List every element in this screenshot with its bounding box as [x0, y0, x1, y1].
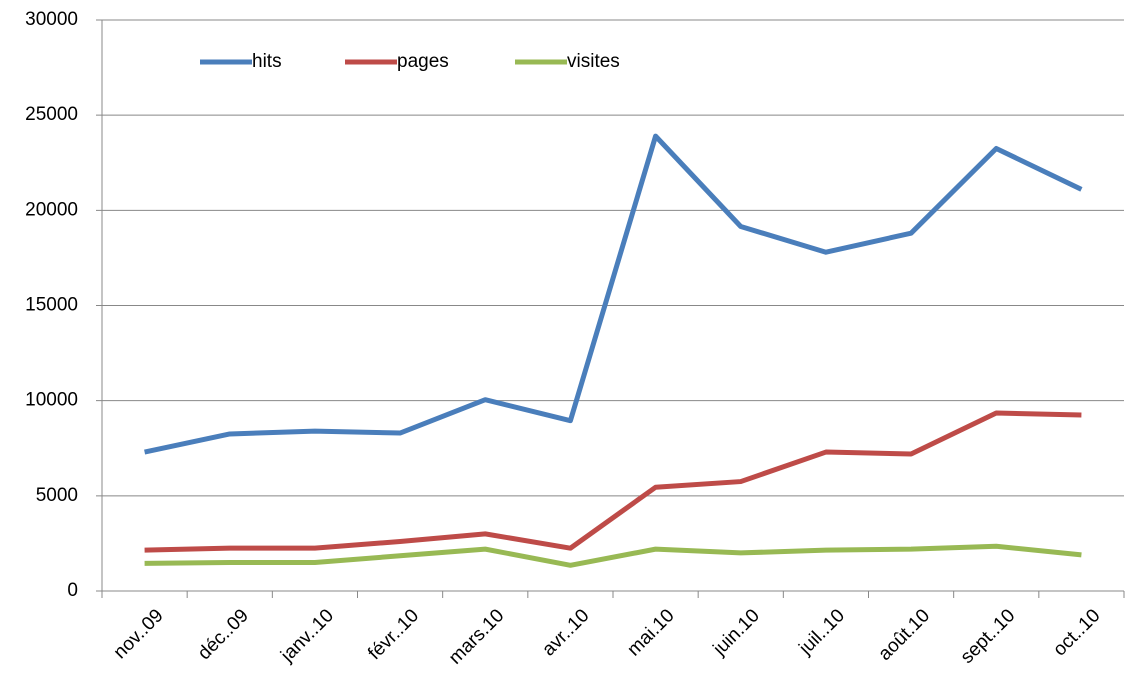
y-tick-label: 10000: [25, 390, 78, 411]
y-tick-label: 25000: [25, 104, 78, 125]
x-tick-label: févr..10: [364, 605, 423, 664]
legend-label: hits: [252, 51, 282, 72]
x-tick-label: juin.10: [709, 605, 764, 660]
legend-label: pages: [397, 51, 449, 72]
x-tick-label: oct..10: [1049, 605, 1104, 660]
y-tick-label: 30000: [25, 9, 78, 30]
x-tick-label: mai.10: [623, 605, 678, 660]
x-tick-label: janv..10: [276, 605, 338, 667]
series-line: [144, 133, 1083, 455]
y-tick-label: 15000: [25, 295, 78, 316]
series-line: [144, 410, 1082, 553]
x-tick-label: août.10: [874, 605, 934, 665]
series-line: [144, 543, 1082, 568]
y-tick-label: 0: [67, 580, 78, 601]
x-tick-label: mars.10: [445, 605, 508, 668]
y-tick-label: 20000: [25, 199, 78, 220]
legend-label: visites: [567, 51, 620, 72]
x-tick-label: avr..10: [538, 605, 593, 660]
x-tick-label: déc..09: [194, 605, 253, 664]
y-tick-label: 5000: [36, 485, 78, 506]
x-tick-label: sept..10: [957, 605, 1020, 668]
x-tick-label: juil..10: [795, 605, 849, 659]
x-tick-label: nov..09: [110, 605, 168, 663]
